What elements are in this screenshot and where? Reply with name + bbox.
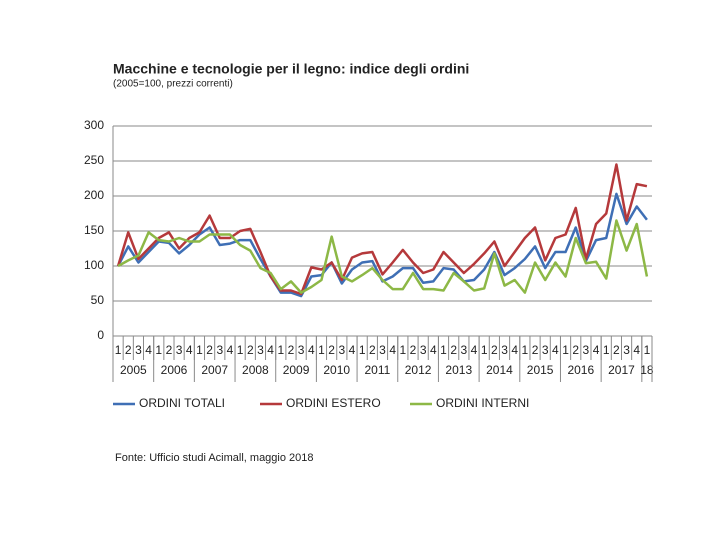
x-tick-label: 1: [277, 343, 284, 357]
y-tick-label: 300: [84, 118, 104, 132]
y-tick-label: 150: [84, 223, 104, 237]
x-group-label: 2009: [283, 363, 310, 377]
y-tick-label: 50: [91, 293, 105, 307]
x-tick-label: 1: [318, 343, 325, 357]
x-tick-label: 1: [155, 343, 162, 357]
x-group-label: 2005: [120, 363, 147, 377]
x-tick-label: 1: [115, 343, 122, 357]
legend-label: ORDINI INTERNI: [436, 396, 529, 410]
y-tick-label: 100: [84, 258, 104, 272]
x-tick-label: 1: [440, 343, 447, 357]
x-group-label: 18: [640, 363, 654, 377]
x-tick-label: 4: [471, 343, 478, 357]
series-line: [117, 219, 649, 294]
x-tick-label: 3: [135, 343, 142, 357]
x-tick-label: 2: [328, 343, 335, 357]
chart-title: Macchine e tecnologie per il legno: indi…: [113, 61, 469, 77]
x-group-label: 2010: [323, 363, 350, 377]
y-tick-label: 200: [84, 188, 104, 202]
x-tick-label: 1: [196, 343, 203, 357]
x-group-label: 2011: [365, 363, 391, 377]
x-tick-label: 4: [186, 343, 193, 357]
x-tick-label: 3: [338, 343, 345, 357]
x-tick-label: 2: [247, 343, 254, 357]
x-group-label: 2013: [445, 363, 472, 377]
x-tick-label: 4: [267, 343, 274, 357]
x-group-label: 2012: [405, 363, 432, 377]
x-tick-label: 2: [450, 343, 457, 357]
x-tick-label: 3: [583, 343, 590, 357]
x-tick-label: 4: [349, 343, 356, 357]
x-group-label: 2017: [608, 363, 635, 377]
x-tick-label: 3: [420, 343, 427, 357]
x-tick-label: 4: [430, 343, 437, 357]
x-tick-label: 1: [237, 343, 244, 357]
x-tick-label: 3: [298, 343, 305, 357]
x-tick-label: 1: [522, 343, 529, 357]
x-tick-label: 2: [532, 343, 539, 357]
x-tick-label: 2: [125, 343, 132, 357]
x-tick-label: 2: [410, 343, 417, 357]
y-tick-label: 250: [84, 153, 104, 167]
x-tick-label: 2: [166, 343, 173, 357]
x-tick-label: 4: [633, 343, 640, 357]
x-tick-label: 3: [542, 343, 549, 357]
chart-subtitle: (2005=100, prezzi correnti): [113, 79, 233, 90]
legend-label: ORDINI TOTALI: [139, 396, 225, 410]
series-line: [116, 163, 648, 296]
x-tick-label: 2: [206, 343, 213, 357]
x-tick-label: 4: [227, 343, 234, 357]
x-tick-label: 4: [145, 343, 152, 357]
x-tick-label: 1: [359, 343, 366, 357]
x-group-label: 2015: [527, 363, 554, 377]
source-note: Fonte: Ufficio studi Acimall, maggio 201…: [115, 452, 314, 464]
x-group-label: 2014: [486, 363, 513, 377]
x-tick-label: 4: [389, 343, 396, 357]
x-group-label: 2007: [201, 363, 228, 377]
x-group-label: 2006: [161, 363, 188, 377]
x-group-label: 2016: [567, 363, 594, 377]
x-tick-label: 4: [593, 343, 600, 357]
x-tick-label: 4: [552, 343, 559, 357]
x-tick-label: 3: [257, 343, 264, 357]
x-tick-label: 2: [613, 343, 620, 357]
x-tick-label: 3: [216, 343, 223, 357]
x-tick-label: 1: [481, 343, 488, 357]
x-tick-label: 4: [308, 343, 315, 357]
x-tick-label: 2: [491, 343, 498, 357]
x-tick-label: 2: [572, 343, 579, 357]
x-tick-label: 3: [623, 343, 630, 357]
x-tick-label: 3: [501, 343, 508, 357]
x-tick-label: 3: [461, 343, 468, 357]
y-tick-label: 0: [97, 328, 104, 342]
x-tick-label: 1: [603, 343, 610, 357]
x-tick-label: 2: [288, 343, 295, 357]
x-group-label: 2008: [242, 363, 269, 377]
legend-label: ORDINI ESTERO: [286, 396, 381, 410]
x-tick-label: 1: [399, 343, 406, 357]
x-tick-label: 1: [562, 343, 569, 357]
x-tick-label: 4: [511, 343, 518, 357]
x-tick-label: 1: [644, 343, 651, 357]
x-tick-label: 3: [379, 343, 386, 357]
x-tick-label: 3: [176, 343, 183, 357]
x-tick-label: 2: [369, 343, 376, 357]
